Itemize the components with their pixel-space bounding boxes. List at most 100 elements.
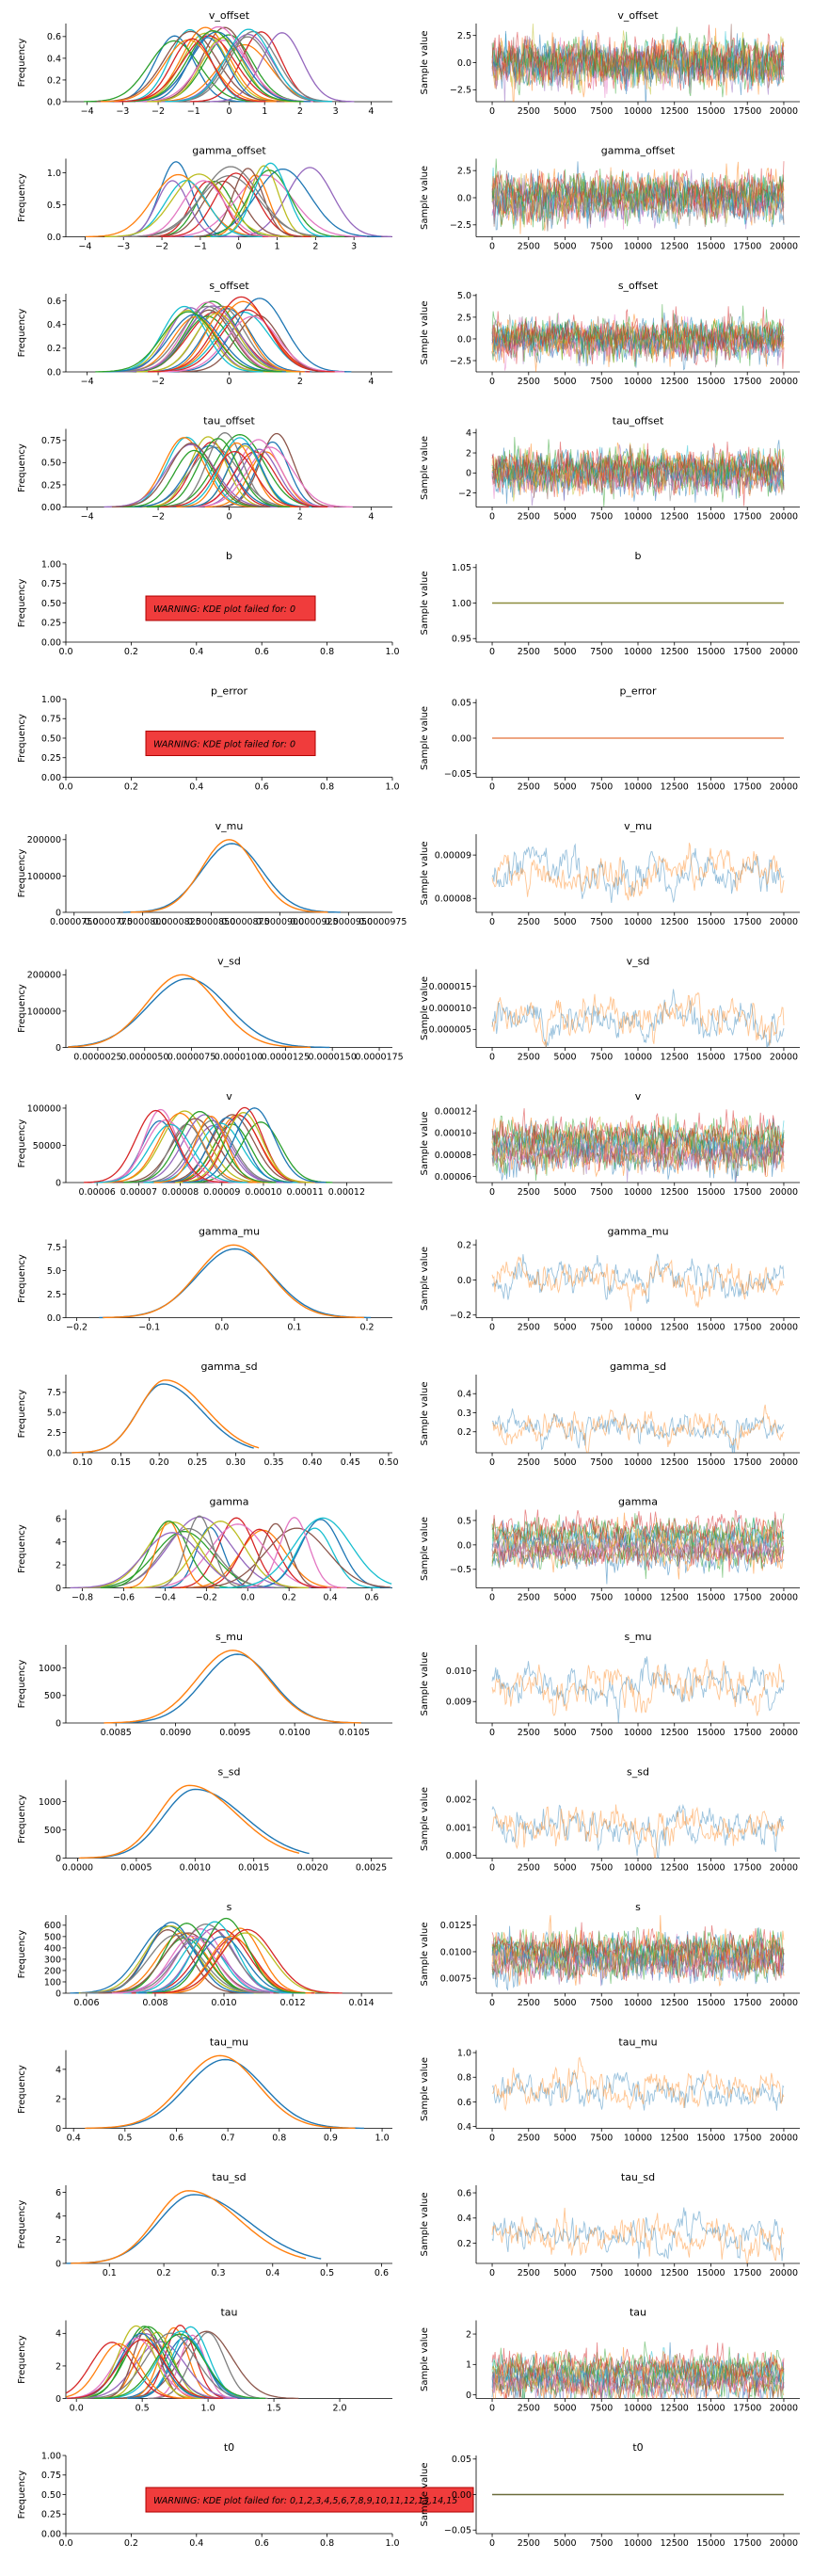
trace-ylabel: Sample value (420, 2327, 430, 2391)
trace-ytick-label: 0.4 (457, 2214, 471, 2224)
trace-xtick-label: 10000 (624, 2268, 652, 2278)
dist-ylabel: Frequency (17, 579, 27, 628)
trace-xtick-label: 17500 (733, 2133, 761, 2144)
trace-xtick-label: 2500 (518, 2404, 540, 2414)
dist-ytick-label: 0.6 (47, 297, 61, 307)
dist-xtick-label: 0.10 (72, 1457, 92, 1468)
dist-ytick-label: 0 (56, 1854, 61, 1864)
dist-xtick-label: 0.00011 (287, 1187, 324, 1198)
row-s_offset: s_offset−4 −2 0 2 40.00.20.40.6Frequencys_of… (17, 280, 800, 387)
trace-line (491, 2342, 785, 2388)
trace-line (491, 1408, 785, 1453)
trace-xtick-label: 20000 (770, 377, 798, 387)
trace-line (491, 161, 785, 219)
trace-xtick-label: 10000 (624, 1187, 652, 1198)
dist-xtick-label: 0.6 (255, 2538, 269, 2549)
dist-xtick-label: 0.0000950 (325, 917, 373, 927)
trace-xtick-label: 12500 (661, 242, 689, 252)
trace-panel-v_mu: v_mu 0 2500 5000 7500 10000 12500 15000 17500 200… (420, 820, 800, 927)
dist-xtick-label: −2 (151, 377, 165, 387)
dist-xtick-label: 1 (262, 106, 267, 117)
trace-line (491, 2207, 785, 2262)
kde-line (122, 2326, 226, 2400)
trace-xtick-label: 7500 (590, 1593, 613, 1603)
distribution-title: tau_mu (210, 2037, 248, 2049)
trace-xtick-label: 5000 (553, 106, 576, 117)
trace-line (491, 441, 785, 491)
kde-line (74, 2326, 215, 2400)
trace-ylabel: Sample value (420, 706, 430, 770)
kde-line (136, 1921, 295, 1994)
trace-xtick-label: 7500 (590, 1998, 613, 2008)
trace-xtick-label: 12500 (661, 1998, 689, 2008)
kde-line (72, 1383, 254, 1454)
trace-lines (491, 843, 785, 904)
trace-ylabel: Sample value (420, 976, 430, 1040)
trace-lines (491, 1915, 785, 1991)
row-s: s0.006 0.008 0.010 0.012 0.01401002003004005… (17, 1901, 800, 2008)
dist-xtick-label: 0.0000850 (187, 917, 235, 927)
trace-ylabel: Sample value (420, 2193, 430, 2257)
distribution-panel-v_offset: v_offset −4 −3 −2 −1 0 1 2 3 4 0.0 0.2 0.4 0.6 Frequen… (17, 9, 392, 117)
dist-ytick-label: 0.50 (41, 733, 61, 744)
trace-ylabel: Sample value (420, 2463, 430, 2527)
trace-line (491, 1526, 785, 1564)
dist-ytick-label: 0.00 (41, 637, 61, 648)
kde-line (67, 2339, 224, 2400)
trace-panel-s_offset: s_offset 0 2500 5000 7500 10000 12500 15000 1750… (420, 280, 800, 387)
trace-panel-v_offset: v_offset 0 2500 5000 7500 10000 12500 15000 1750… (420, 9, 800, 117)
distribution-title: v_offset (209, 9, 250, 22)
dist-ytick-label: 0.6 (47, 32, 61, 42)
trace-xtick-label: 20000 (770, 647, 798, 657)
dist-ytick-label: 200 (44, 1966, 61, 1976)
trace-xtick-label: 12500 (661, 1728, 689, 1738)
dist-ytick-label: 2.5 (47, 1428, 61, 1439)
trace-xtick-label: 15000 (696, 1728, 725, 1738)
dist-xtick-label: −4 (81, 106, 94, 117)
trace-ytick-label: 0.00010 (435, 1129, 471, 1139)
kde-line (80, 1934, 270, 1994)
kde-line (146, 438, 290, 508)
dist-xtick-label: 0.0 (58, 647, 72, 657)
trace-title: gamma (618, 1496, 658, 1508)
dist-ytick-label: 7.5 (47, 1388, 61, 1398)
dist-ytick-label: 1.00 (41, 559, 61, 570)
dist-ytick-label: 300 (44, 1955, 61, 1965)
dist-xtick-label: 0.012 (279, 1998, 305, 2008)
dist-xtick-label: −0.8 (72, 1593, 93, 1603)
trace-ytick-label: 0.0 (457, 58, 471, 69)
trace-lines (491, 437, 785, 507)
trace-xtick-label: 15000 (696, 1593, 725, 1603)
trace-xtick-label: 7500 (590, 2404, 613, 2414)
trace-lines (491, 989, 785, 1048)
trace-ylabel: Sample value (420, 436, 430, 500)
trace-line (491, 2341, 785, 2388)
dist-xtick-label: 2 (297, 512, 303, 523)
dist-xtick-label: 0.45 (341, 1457, 360, 1468)
dist-xtick-label: 0.2 (124, 647, 138, 657)
dist-xtick-label: 0.0 (241, 1593, 255, 1603)
trace-xtick-label: 0 (489, 917, 495, 927)
distribution-title: p_error (211, 685, 248, 698)
trace-xtick-label: 7500 (590, 106, 613, 117)
trace-ytick-label: 0.0 (457, 1276, 471, 1286)
trace-ytick-label: 0.00006 (435, 1172, 471, 1183)
distribution-panel-t0: t0 0.0 0.2 0.4 0.6 0.8 1.0 0.00 0.25 0.50 0.75 1.00… (17, 2441, 474, 2549)
trace-panel-tau: tau 0 2500 5000 7500 10000 12500 15000 17500 2000… (420, 2307, 800, 2414)
dist-xtick-label: 0.0000175 (355, 1053, 403, 1063)
trace-title: tau_sd (621, 2171, 655, 2183)
dist-xtick-label: 0.6 (375, 2268, 389, 2278)
trace-ytick-label: 1 (466, 2360, 471, 2371)
trace-line (491, 1513, 785, 1554)
kde-line (119, 38, 266, 103)
trace-title: tau_offset (613, 415, 664, 427)
trace-ytick-label: −2 (458, 489, 471, 499)
trace-ytick-label: 0 (466, 469, 471, 479)
dist-xtick-label: 0.4 (324, 1593, 338, 1603)
kde-line (167, 36, 329, 103)
dist-xtick-label: 0.0000800 (119, 917, 167, 927)
kde-line (167, 1115, 311, 1183)
dist-xtick-label: 4 (368, 106, 374, 117)
trace-xtick-label: 15000 (696, 647, 725, 657)
dist-ytick-label: 2.5 (47, 1290, 61, 1300)
